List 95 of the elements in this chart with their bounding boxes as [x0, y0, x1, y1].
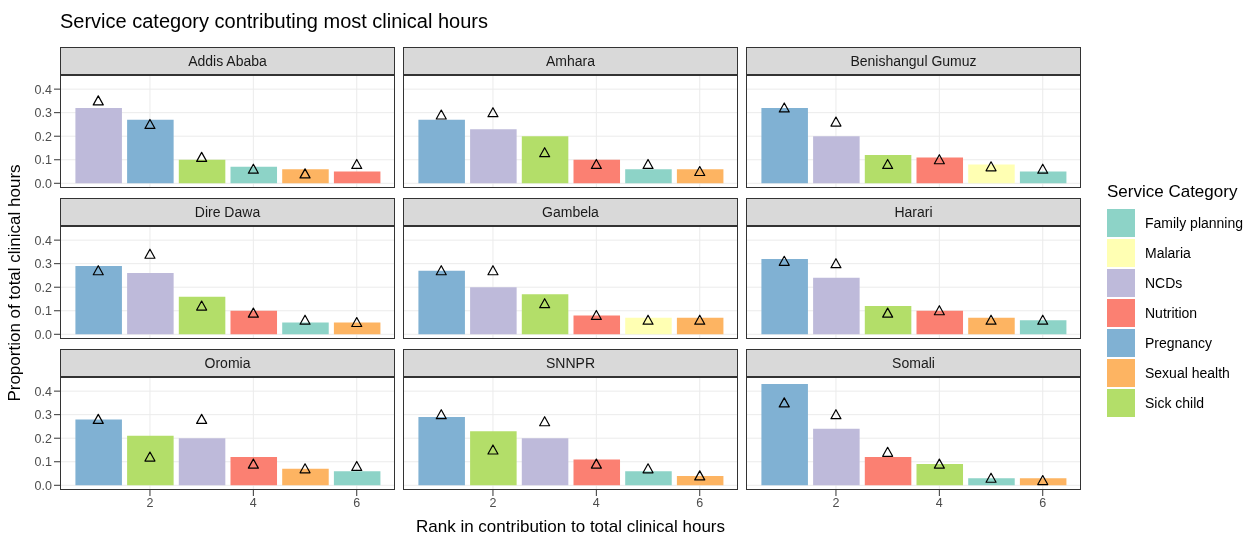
point: [642, 314, 654, 325]
y-tick-label: 0.1: [34, 455, 53, 470]
point: [247, 163, 259, 174]
y-tick-label: 0.4: [34, 233, 53, 248]
x-tick-label: 4: [249, 495, 257, 510]
y-tick-label: 0.2: [34, 431, 53, 446]
y-axis-title: Proportion of total clinical hours: [5, 163, 25, 402]
point: [933, 458, 945, 469]
point: [487, 265, 499, 276]
chart-subtitle: Amhara: [403, 47, 738, 75]
point: [196, 300, 208, 311]
point: [590, 458, 602, 469]
point: [487, 107, 499, 118]
point: [92, 413, 104, 424]
point: [299, 463, 311, 474]
point: [694, 314, 706, 325]
point: [882, 307, 894, 318]
x-tick-label: 6: [353, 495, 361, 510]
point: [985, 161, 997, 172]
point: [642, 463, 654, 474]
point: [933, 154, 945, 165]
y-tick-label: 0.2: [34, 129, 53, 144]
point: [435, 109, 447, 120]
point: [590, 158, 602, 170]
x-tick-label: 2: [832, 495, 840, 510]
point: [539, 416, 551, 427]
point: [351, 316, 363, 328]
y-tick-label: 0.3: [34, 257, 53, 272]
point: [642, 158, 654, 170]
point: [435, 265, 447, 276]
x-tick-label: 2: [146, 495, 154, 510]
point: [196, 151, 208, 162]
point: [778, 397, 790, 408]
point: [778, 255, 790, 266]
legend-title: Service Category: [1107, 182, 1239, 202]
y-tick-label: 0.1: [34, 304, 53, 319]
chart-subtitle: Benishangul Gumuz: [746, 47, 1081, 75]
legend-label: Family planning: [1145, 215, 1244, 231]
x-tick-label: 6: [696, 495, 704, 510]
x-axis-title: Rank in contribution to total clinical hours: [416, 517, 725, 537]
point: [299, 314, 311, 325]
point: [882, 446, 894, 457]
point: [539, 147, 551, 158]
point: [144, 248, 156, 259]
legend-label: Sexual health: [1145, 365, 1230, 381]
chart-subtitle: Somali: [746, 349, 1081, 377]
legend-label: Malaria: [1145, 245, 1191, 261]
x-tick-label: 4: [935, 495, 943, 510]
point: [694, 470, 706, 481]
point: [1037, 474, 1049, 486]
x-tick-label: 6: [1039, 495, 1047, 510]
chart-subtitle: SNNPR: [403, 349, 738, 377]
point: [487, 444, 499, 455]
point: [351, 158, 363, 170]
chart-subtitle: Dire Dawa: [60, 198, 395, 226]
point: [778, 102, 790, 113]
point: [985, 314, 997, 325]
x-tick-label: 4: [592, 495, 600, 510]
y-tick-label: 0.2: [34, 280, 53, 295]
chart-title: Service category contributing most clinical hours: [60, 10, 488, 33]
point: [1037, 314, 1049, 325]
y-tick-label: 0.0: [34, 176, 53, 191]
point: [539, 298, 551, 309]
y-tick-label: 0.4: [34, 82, 53, 97]
legend-label: Sick child: [1145, 395, 1205, 411]
chart-subtitle: Addis Ababa: [60, 47, 395, 75]
point: [1037, 163, 1049, 174]
y-tick-label: 0.4: [34, 384, 53, 399]
y-tick-label: 0.0: [34, 327, 53, 342]
point: [92, 95, 104, 106]
point: [830, 409, 842, 420]
point: [144, 118, 156, 130]
y-tick-label: 0.0: [34, 478, 53, 493]
point: [830, 258, 842, 269]
chart-subtitle: Harari: [746, 198, 1081, 226]
legend-label: Pregnancy: [1145, 335, 1212, 351]
y-tick-label: 0.3: [34, 408, 53, 423]
chart-subtitle: Oromia: [60, 349, 395, 377]
point: [830, 116, 842, 127]
point: [92, 265, 104, 276]
point: [435, 409, 447, 420]
x-tick-label: 2: [489, 495, 497, 510]
point: [144, 451, 156, 462]
point: [985, 472, 997, 483]
legend-label: NCDs: [1145, 275, 1183, 291]
point: [933, 305, 945, 316]
point: [590, 309, 602, 321]
y-tick-label: 0.1: [34, 153, 53, 168]
point: [196, 413, 208, 424]
point: [351, 460, 363, 472]
chart-subtitle: Gambela: [403, 198, 738, 226]
point: [247, 458, 259, 469]
y-tick-label: 0.3: [34, 106, 53, 121]
legend-label: Nutrition: [1145, 305, 1198, 321]
point: [247, 307, 259, 318]
